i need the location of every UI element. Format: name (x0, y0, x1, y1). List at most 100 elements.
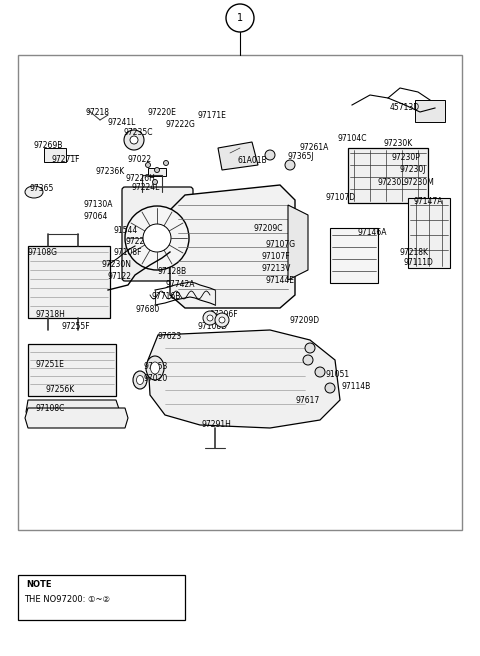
Circle shape (143, 224, 171, 252)
Text: 97128B: 97128B (158, 267, 187, 276)
Text: 97122: 97122 (108, 272, 132, 281)
Text: 1: 1 (237, 13, 243, 23)
Text: 97224L: 97224L (132, 183, 160, 192)
Circle shape (155, 167, 159, 173)
Text: 97742A: 97742A (165, 280, 194, 289)
Text: 97209C: 97209C (253, 224, 283, 233)
FancyBboxPatch shape (122, 187, 193, 281)
Polygon shape (218, 142, 258, 170)
Text: 97230J: 97230J (400, 165, 427, 174)
Bar (28, 246, 110, 318)
Polygon shape (26, 400, 120, 418)
Text: 97241L: 97241L (107, 118, 135, 127)
Circle shape (164, 161, 168, 165)
Circle shape (207, 315, 213, 321)
Circle shape (226, 4, 254, 32)
Text: 97147A: 97147A (413, 197, 443, 206)
Text: THE NO97200: ①~②: THE NO97200: ①~② (24, 595, 110, 604)
Text: 97108D: 97108D (198, 322, 228, 331)
Text: 97680: 97680 (136, 305, 160, 314)
Ellipse shape (136, 375, 144, 384)
Text: 97114B: 97114B (342, 382, 371, 391)
Text: 97617: 97617 (295, 396, 319, 405)
Text: 97230P: 97230P (392, 153, 421, 162)
Text: 97108F: 97108F (113, 248, 142, 257)
Circle shape (145, 163, 151, 167)
Bar (348, 148, 428, 203)
Ellipse shape (133, 371, 147, 389)
Polygon shape (170, 185, 295, 308)
Text: 97064: 97064 (83, 212, 108, 221)
Text: 97107D: 97107D (325, 193, 355, 202)
Ellipse shape (146, 356, 164, 380)
Bar (44, 148, 66, 162)
Text: 97453: 97453 (143, 362, 168, 371)
Text: 97271F: 97271F (52, 155, 81, 164)
Text: 97171E: 97171E (198, 111, 227, 120)
Text: 61A01B: 61A01B (237, 156, 266, 165)
Text: 97269B: 97269B (34, 141, 63, 150)
Bar (415, 100, 445, 122)
Text: 97236K: 97236K (96, 167, 125, 176)
Text: 97365J: 97365J (288, 152, 314, 161)
Text: 91544: 91544 (113, 226, 137, 235)
Bar (148, 168, 166, 176)
Circle shape (305, 343, 315, 353)
Text: 97226H: 97226H (125, 174, 155, 183)
Text: 91051: 91051 (326, 370, 350, 379)
Text: 97230L: 97230L (377, 178, 406, 187)
Bar (18, 575, 185, 620)
Text: 97022: 97022 (128, 155, 152, 164)
Text: 97230M: 97230M (403, 178, 434, 187)
Circle shape (203, 311, 217, 325)
Text: 97213V: 97213V (261, 264, 290, 273)
Text: 97209D: 97209D (289, 316, 319, 325)
Text: 97111D: 97111D (403, 258, 433, 267)
Circle shape (219, 317, 225, 323)
Text: 97107F: 97107F (261, 252, 289, 261)
Text: 97020: 97020 (143, 374, 167, 383)
Polygon shape (288, 205, 308, 280)
Polygon shape (25, 408, 128, 428)
Text: 97235C: 97235C (124, 128, 154, 137)
Text: 45713D: 45713D (390, 103, 420, 112)
Ellipse shape (25, 186, 43, 198)
Circle shape (215, 313, 229, 327)
Text: NOTE: NOTE (26, 580, 51, 589)
Circle shape (285, 160, 295, 170)
Text: 97144E: 97144E (265, 276, 294, 285)
Text: 97255F: 97255F (62, 322, 91, 331)
Text: 97230K: 97230K (383, 139, 412, 148)
Text: 97716B: 97716B (152, 292, 181, 301)
Bar (18, 55, 462, 530)
Bar (330, 228, 378, 283)
Text: 97256K: 97256K (45, 385, 74, 394)
Text: 97108C: 97108C (35, 404, 64, 413)
Text: 97220E: 97220E (148, 108, 177, 117)
Bar (408, 198, 450, 268)
Text: 97146A: 97146A (358, 228, 387, 237)
Text: 97296F: 97296F (209, 310, 238, 319)
Circle shape (153, 180, 157, 184)
Text: 97251E: 97251E (35, 360, 64, 369)
Text: 97218K: 97218K (400, 248, 429, 257)
Circle shape (303, 355, 313, 365)
Bar (28, 344, 116, 396)
Text: 97130A: 97130A (83, 200, 112, 209)
Circle shape (315, 367, 325, 377)
Circle shape (130, 136, 138, 144)
Text: 97108G: 97108G (28, 248, 58, 257)
Ellipse shape (151, 362, 159, 374)
Polygon shape (148, 330, 340, 428)
Text: 97218: 97218 (85, 108, 109, 117)
Text: 97230N: 97230N (101, 260, 131, 269)
Text: 97318H: 97318H (36, 310, 66, 319)
Circle shape (125, 206, 189, 270)
Text: 97107G: 97107G (265, 240, 295, 249)
Circle shape (325, 383, 335, 393)
Text: 97261A: 97261A (300, 143, 329, 152)
Text: 97228J: 97228J (126, 237, 152, 246)
Circle shape (124, 130, 144, 150)
Circle shape (265, 150, 275, 160)
Text: 97623: 97623 (158, 332, 182, 341)
